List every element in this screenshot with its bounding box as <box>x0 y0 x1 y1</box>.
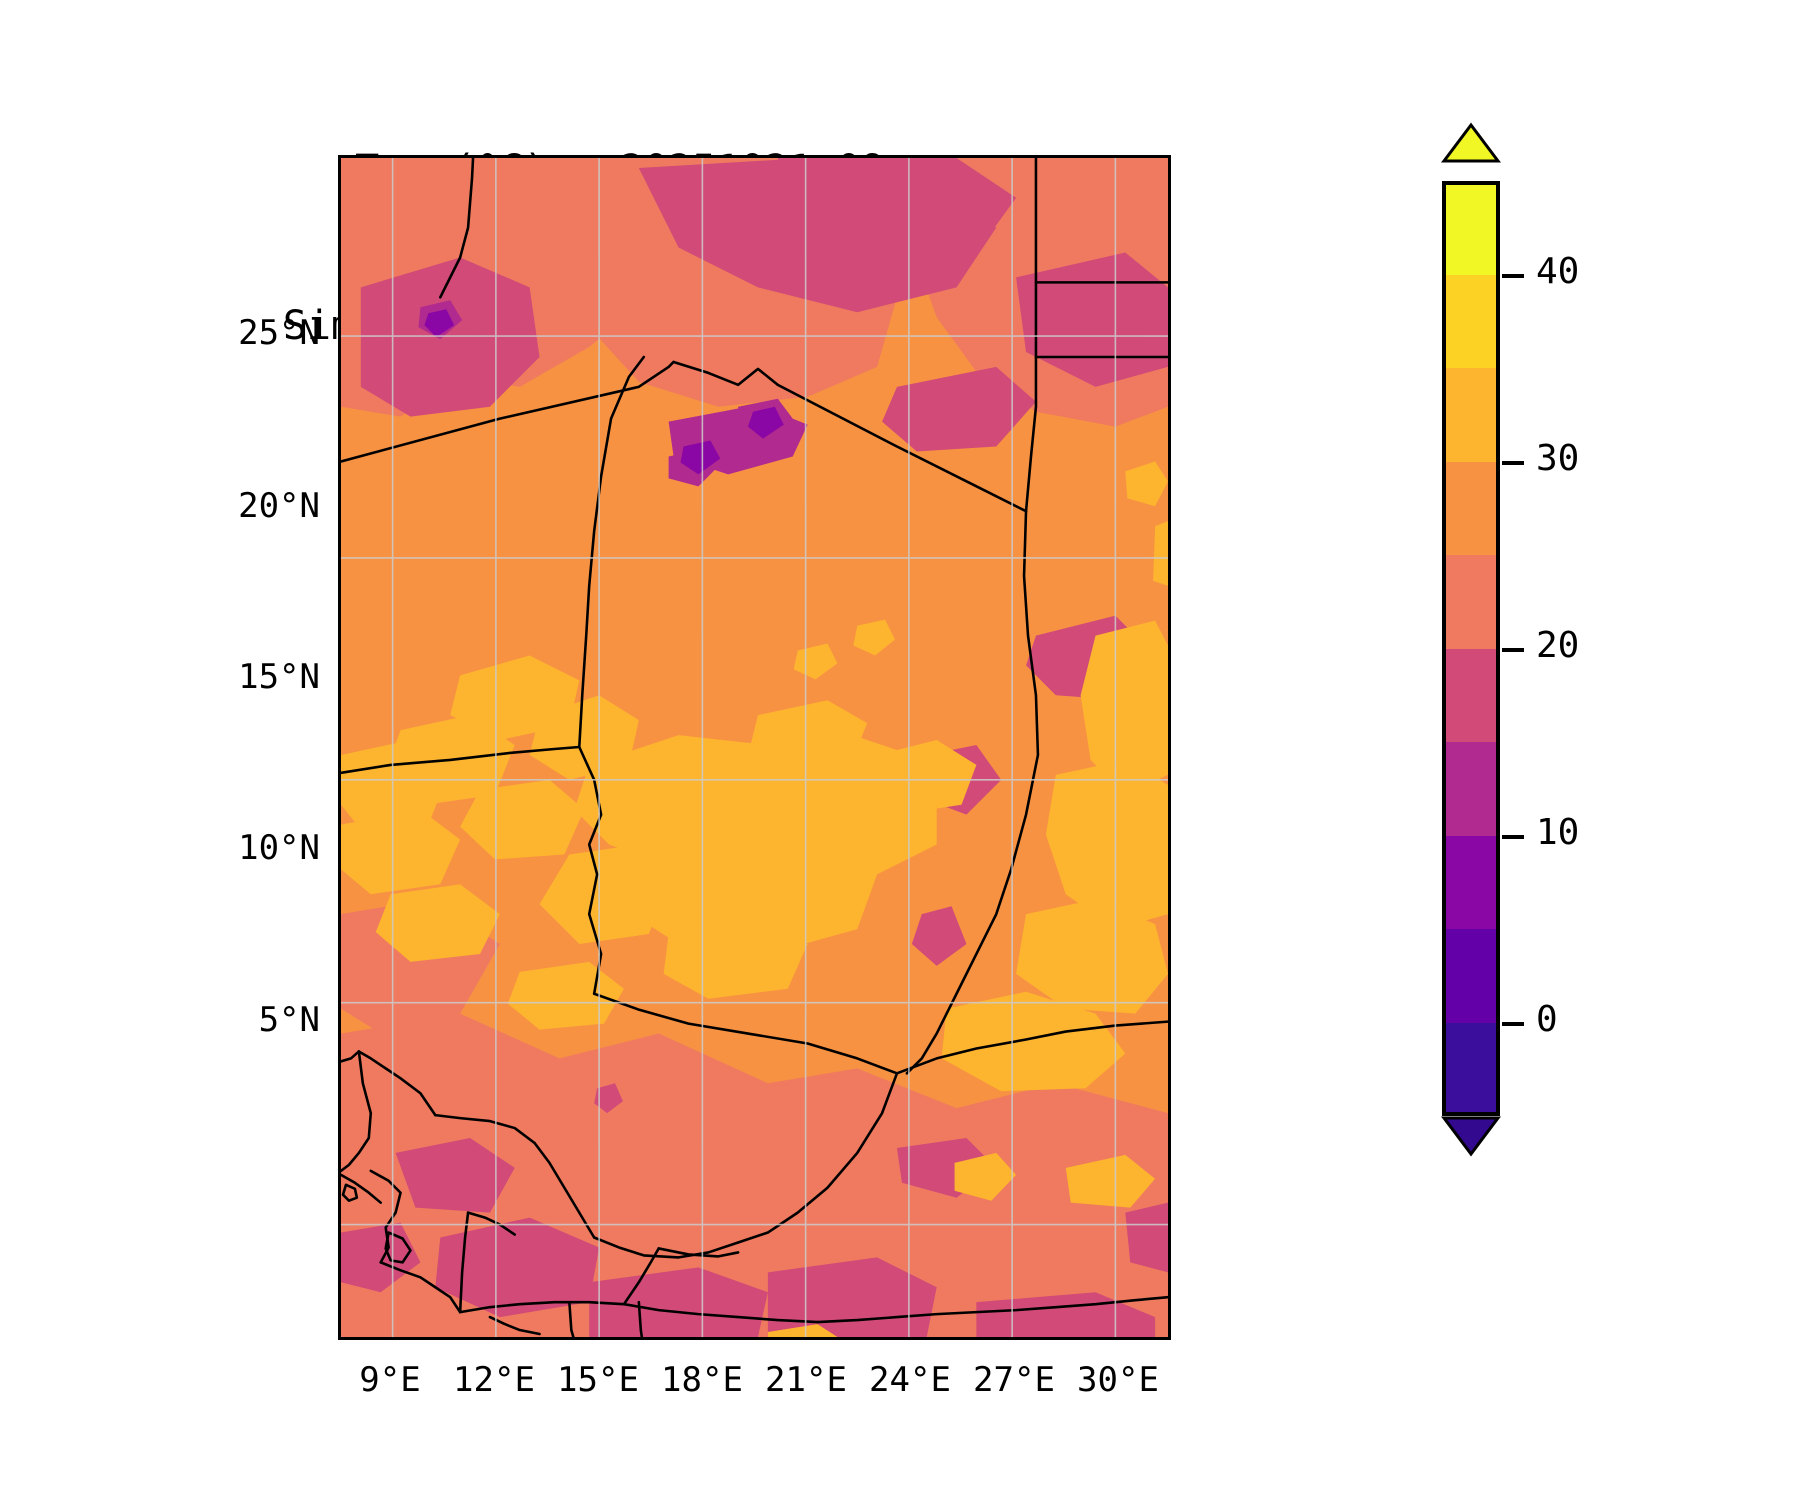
ytick-label-20n: 20°N <box>238 486 320 526</box>
colorbar-band-15-20 <box>1442 648 1500 742</box>
colorbar-band-5-10 <box>1442 835 1500 929</box>
colorbar-tick-label-0: 0 <box>1536 999 1558 1040</box>
colorbar-tick-label-10: 10 <box>1536 812 1580 853</box>
colorbar-band-20-25 <box>1442 555 1500 649</box>
colorbar-band-0-5 <box>1442 929 1500 1023</box>
xtick-label-27e: 27°E <box>973 1360 1055 1400</box>
colorbar-band-minus5-0 <box>1442 1022 1500 1116</box>
colorbar-band-35-40 <box>1442 274 1500 368</box>
colorbar-tick-label-30: 30 <box>1536 438 1580 479</box>
ytick-label-10n: 10°N <box>238 828 320 868</box>
temperature-contour-map <box>341 158 1168 1337</box>
colorbar-tick-10 <box>1502 835 1524 839</box>
colorbar-tick-label-20: 20 <box>1536 625 1580 666</box>
ytick-label-15n: 15°N <box>238 657 320 697</box>
colorbar-tick-30 <box>1502 461 1524 465</box>
ytick-label-25n: 25°N <box>238 313 320 353</box>
colorbar-over-arrow <box>1441 122 1501 163</box>
xtick-label-21e: 21°E <box>765 1360 847 1400</box>
colorbar-tick-20 <box>1502 648 1524 652</box>
colorbar-band-30-35 <box>1442 368 1500 462</box>
xtick-label-9e: 9°E <box>359 1360 421 1400</box>
colorbar-band-10-15 <box>1442 742 1500 836</box>
xtick-label-18e: 18°E <box>661 1360 743 1400</box>
map-axes[interactable] <box>338 155 1171 1340</box>
colorbar-tick-0 <box>1502 1022 1524 1026</box>
colorbar-band-25-30 <box>1442 461 1500 555</box>
xtick-label-30e: 30°E <box>1077 1360 1159 1400</box>
colorbar-tick-label-40: 40 <box>1536 251 1580 292</box>
colorbar-under-arrow <box>1441 1116 1501 1157</box>
colorbar-band-40-45 <box>1442 181 1500 275</box>
colorbar-gradient <box>1442 181 1500 1116</box>
colorbar[interactable]: 40 30 20 10 0 <box>1424 122 1764 1165</box>
ytick-label-5n: 5°N <box>258 1000 320 1040</box>
xtick-label-15e: 15°E <box>557 1360 639 1400</box>
colorbar-tick-40 <box>1502 274 1524 278</box>
xtick-label-24e: 24°E <box>869 1360 951 1400</box>
xtick-label-12e: 12°E <box>453 1360 535 1400</box>
